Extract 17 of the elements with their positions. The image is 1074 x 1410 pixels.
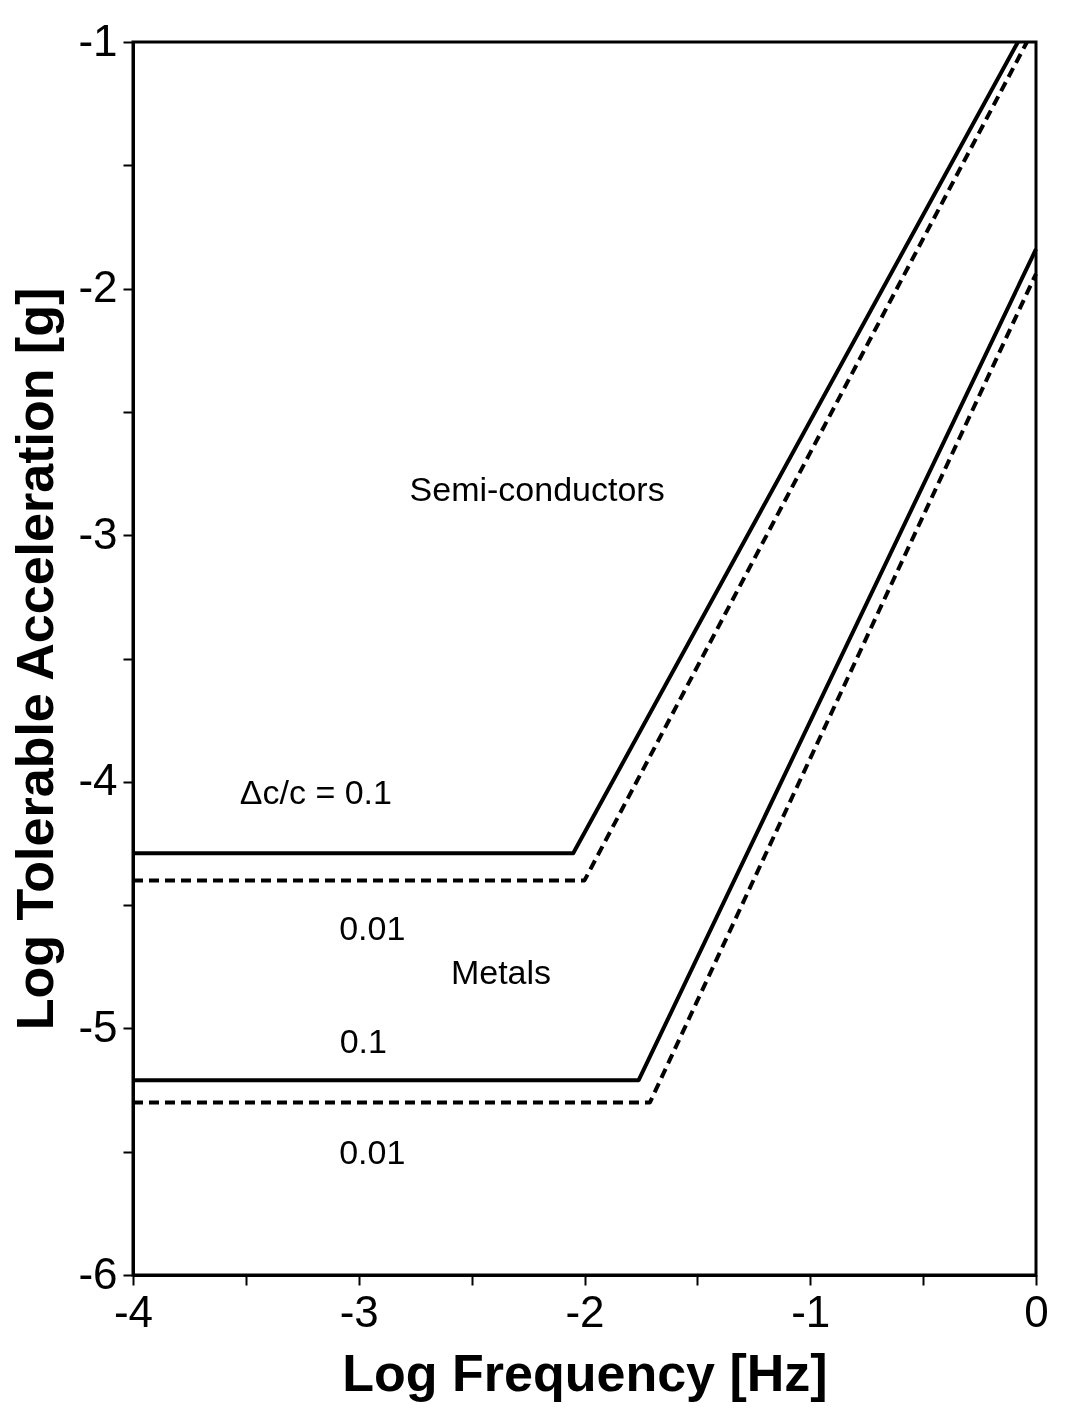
annotation: Metals: [450, 953, 552, 992]
annotation: 0.01: [339, 908, 406, 947]
x-axis-title: Log Frequency [Hz]: [342, 1343, 828, 1402]
x-tick-label: -3: [339, 1286, 379, 1336]
x-tick-label: 0: [1024, 1286, 1049, 1336]
y-tick-label: -5: [78, 1001, 118, 1051]
y-tick-label: -3: [78, 508, 118, 558]
x-tick-label: -2: [565, 1286, 605, 1336]
annotation: Semi-conductors: [409, 469, 665, 508]
annotation: 0.01: [339, 1133, 406, 1172]
y-tick-label: -2: [78, 262, 118, 312]
annotation: Δc/c = 0.1: [239, 773, 392, 812]
annotation: 0.1: [339, 1022, 387, 1061]
y-tick-label: -4: [78, 755, 118, 805]
y-axis-title: Log Tolerable Acceleration [g]: [6, 287, 65, 1031]
x-tick-label: -1: [791, 1286, 831, 1336]
y-tick-label: -1: [78, 15, 118, 65]
